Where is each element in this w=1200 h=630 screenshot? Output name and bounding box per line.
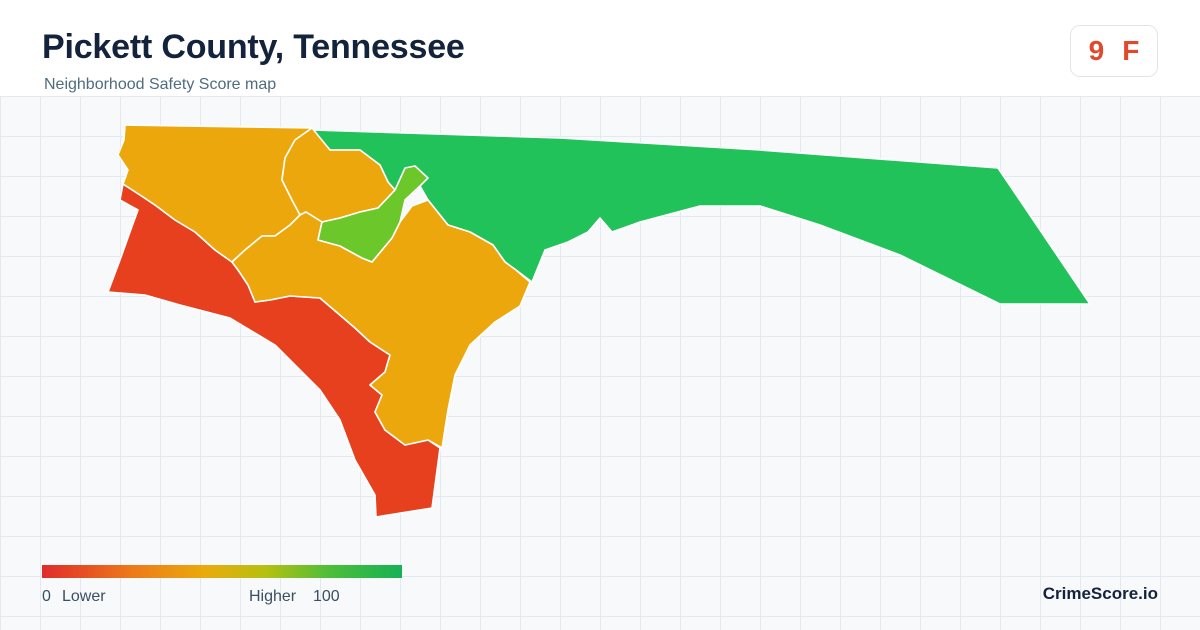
- legend-gradient-bar: [42, 565, 402, 578]
- page-title: Pickett County, Tennessee: [42, 28, 465, 66]
- header-divider: [0, 96, 1200, 97]
- legend-max-value: 100: [313, 588, 340, 605]
- brand-label: CrimeScore.io: [1042, 584, 1158, 603]
- legend-max-label: Higher: [249, 588, 297, 605]
- page-subtitle: Neighborhood Safety Score map: [44, 76, 277, 93]
- score-grade: F: [1122, 35, 1140, 66]
- legend-min-value: 0: [42, 588, 51, 605]
- header: [0, 0, 1200, 96]
- legend-min-label: Lower: [62, 588, 106, 605]
- score-value: 9: [1088, 35, 1105, 66]
- region-central-highlight[interactable]: [317, 165, 429, 263]
- score-badge: 9 F: [1070, 25, 1158, 77]
